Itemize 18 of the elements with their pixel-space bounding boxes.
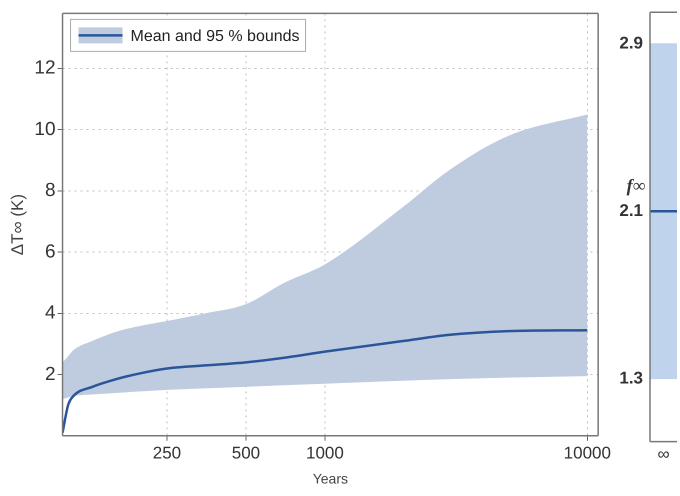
y-tick-label: 2	[44, 364, 56, 385]
y-tick-label: 6	[44, 241, 56, 262]
y-tick-label: 4	[44, 302, 56, 324]
x-tick-label: 250	[152, 444, 182, 463]
y-tick-label: 2.1	[619, 200, 643, 220]
x-tick-label: ∞	[657, 444, 670, 464]
x-tick-label: 500	[232, 444, 260, 463]
y-tick-label: 12	[34, 58, 56, 79]
y-axis-title: ΔT∞ (K)	[8, 194, 27, 256]
y-axis-title: f∞	[626, 176, 646, 196]
x-axis-title: Years	[312, 470, 348, 486]
x-tick-label: 10000	[564, 444, 611, 463]
y-tick-label: 10	[34, 118, 56, 140]
x-tick-label: 1000	[306, 444, 344, 463]
y-tick-label: 2.9	[619, 33, 643, 52]
y-tick-label: 8	[44, 180, 56, 202]
legend-label: Mean and 95 % bounds	[130, 28, 300, 45]
y-tick-label: 1.3	[619, 368, 643, 388]
